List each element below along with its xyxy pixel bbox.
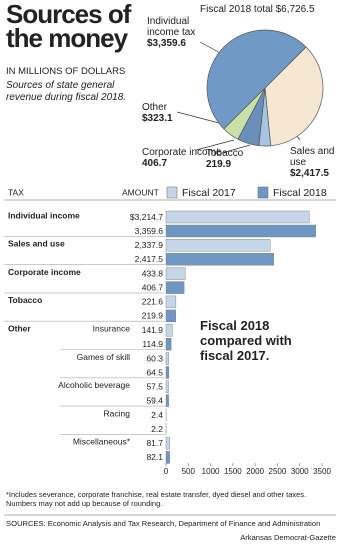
category-label: Corporate income [8,267,81,277]
legend-swatch [166,186,178,199]
legend-swatch [257,186,269,199]
x-tick-label: 3000 [291,467,309,476]
pie-value-label: 219.9 [206,159,232,170]
bar [165,366,170,379]
pie-label: Individual income tax [147,16,196,38]
value-label: 219.9 [142,311,164,321]
value-label: $3,214.7 [130,212,163,222]
annotation: Fiscal 2018 compared with fiscal 2017. [200,318,292,363]
group-label: Other [8,323,31,333]
leader-lines [176,41,301,154]
bar [165,394,169,407]
pie-total: Fiscal 2018 total $6,726.5 [200,4,315,15]
bar [165,281,185,294]
category-label: Sales and use [8,239,65,249]
legend-label: Fiscal 2018 [273,187,327,199]
pie-slice [264,46,324,147]
pie-label: Other [142,102,168,113]
value-label: 141.9 [142,325,164,335]
value-label: 64.5 [146,367,163,377]
bar [165,338,172,351]
category-label: Miscellaneous* [73,437,131,447]
value-label: 2.4 [151,410,163,420]
pie-value-label: $323.1 [142,113,173,124]
bar [165,239,271,252]
x-tick-label: 3500 [313,467,331,476]
category-header: TAX [8,187,24,197]
category-label: Tobacco [8,295,42,305]
x-tick-label: 2500 [269,467,287,476]
credit: Arkansas Democrat-Gazette [240,533,336,542]
pie-label: Sales and use [290,146,335,168]
value-label: 433.8 [142,268,164,278]
sources: SOURCES: Economic Analysis and Tax Resea… [6,519,321,528]
category-label: Individual income [8,210,80,220]
bar [165,352,169,365]
footnote: *Includes severance, corporate franchise… [6,490,307,508]
bar [165,295,177,309]
value-label: 82.1 [146,452,163,462]
bar [165,451,170,464]
bar [165,380,169,393]
value-label: 3,359.6 [135,226,164,236]
bar [165,224,316,238]
bar [165,267,186,280]
category-label: Racing [104,408,131,418]
bar [165,324,173,337]
value-label: 60.3 [146,353,163,363]
value-label: 2,337.9 [135,240,164,250]
pie-label: Corporate income [142,147,222,158]
value-label: 221.6 [142,297,164,307]
value-header: AMOUNT [122,187,159,197]
legend-label: Fiscal 2017 [182,187,236,199]
value-label: 2.2 [151,424,163,434]
x-tick-label: 2000 [246,467,264,476]
x-tick-label: 500 [182,467,196,476]
category-label: Insurance [93,323,131,333]
value-label: 59.4 [146,396,163,406]
bar [165,253,274,266]
value-label: 406.7 [142,282,164,292]
pie-value-label: $3,359.6 [147,38,186,49]
title: Sources of the money [6,0,131,53]
value-label: 2,417.5 [135,254,164,264]
bar [165,210,310,224]
pie-slice [206,29,307,130]
value-label: 81.7 [146,438,163,448]
category-label: Alcoholic beverage [58,380,130,390]
bar [165,437,170,450]
pie-value-label: 406.7 [142,158,168,169]
bar [165,309,177,323]
pie-value-label: $2,417.5 [290,168,329,179]
category-label: Games of skill [77,352,130,362]
value-label: 57.5 [146,382,163,392]
units: IN MILLIONS OF DOLLARS [6,66,126,77]
pie-label: Tobacco [206,148,244,159]
description: Sources of state general revenue during … [6,80,127,103]
x-tick-label: 1500 [224,467,242,476]
value-label: 114.9 [142,339,163,349]
x-tick-label: 0 [164,467,169,476]
x-tick-label: 1000 [202,467,220,476]
